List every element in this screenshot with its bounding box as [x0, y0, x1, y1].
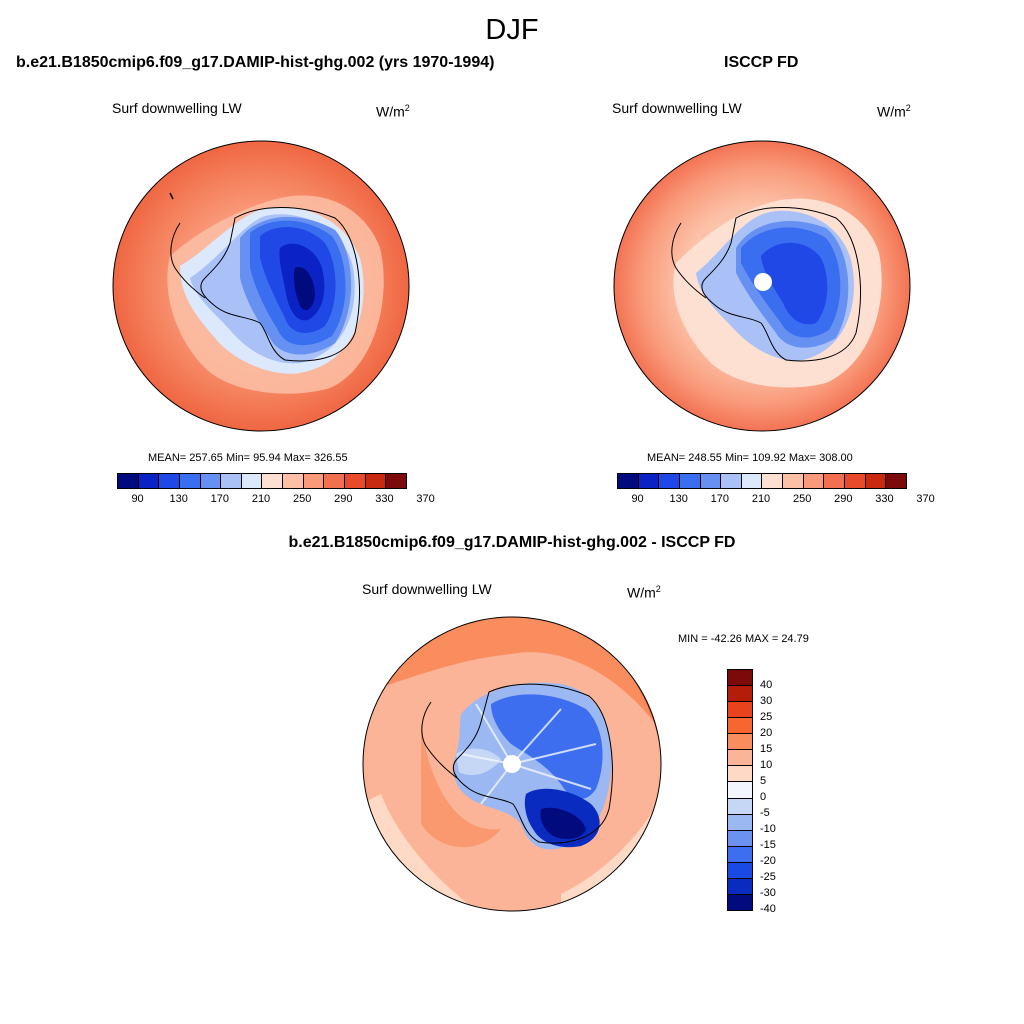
colorbar-tick-label: -40 [760, 903, 776, 915]
colorbar-swatch [118, 474, 139, 488]
panel1-units: W/m2 [376, 103, 410, 120]
colorbar-swatch [728, 798, 752, 815]
colorbar-tick-label: 370 [916, 493, 935, 505]
colorbar-swatch [221, 474, 242, 488]
colorbar-tick-label: -15 [760, 839, 776, 851]
colorbar-tick-label: 40 [760, 679, 773, 691]
colorbar-tick-label: 210 [751, 493, 771, 505]
panel1-title: b.e21.B1850cmip6.f09_g17.DAMIP-hist-ghg.… [16, 54, 495, 71]
colorbar-tick-label: 0 [760, 791, 767, 803]
colorbar-tick-label: 290 [834, 493, 853, 505]
colorbar-tick-label: 15 [760, 742, 773, 755]
colorbar-tick-label: 90 [631, 493, 644, 505]
colorbar-swatch [728, 750, 752, 767]
panel1-stats: MEAN= 257.65 Min= 95.94 Max= 326.55 [148, 452, 348, 464]
panel3-colorbar-ticks: 40 30 25 20 15 10 5 0 -5 -10 -15 -20 -25 -30 -40 [760, 669, 800, 915]
panel2-variable-label: Surf downwelling LW [612, 100, 742, 116]
colorbar-swatch [865, 474, 887, 488]
colorbar-swatch [783, 474, 804, 488]
colorbar-tick-label: 170 [710, 493, 730, 505]
panel3-stats: MIN = -42.26 MAX = 24.79 [678, 633, 809, 645]
colorbar-swatch [386, 474, 406, 488]
colorbar-swatch [728, 766, 752, 783]
colorbar-swatch [728, 734, 752, 751]
colorbar-swatch [728, 782, 752, 799]
colorbar-tick-label: 130 [169, 493, 188, 505]
panel1-polar-map [112, 140, 410, 432]
panel2-colorbar [617, 473, 907, 489]
colorbar-tick-label: 170 [210, 493, 230, 505]
colorbar-tick-label: 20 [760, 727, 773, 739]
panel1-colorbar [117, 473, 407, 489]
colorbar-tick-label: -5 [760, 807, 770, 819]
colorbar-swatch [728, 718, 752, 735]
colorbar-swatch [824, 474, 846, 488]
colorbar-swatch [721, 474, 742, 488]
colorbar-swatch [283, 474, 304, 488]
colorbar-swatch [638, 474, 660, 488]
colorbar-tick-label: -25 [760, 871, 776, 883]
panel3-variable-label: Surf downwelling LW [362, 581, 492, 597]
colorbar-tick-label: -20 [760, 855, 776, 867]
colorbar-swatch [728, 814, 752, 831]
colorbar-tick-label: 90 [131, 493, 144, 505]
panel3-title: b.e21.B1850cmip6.f09_g17.DAMIP-hist-ghg.… [288, 534, 736, 551]
colorbar-swatch [728, 878, 752, 895]
colorbar-tick-label: 5 [760, 775, 767, 787]
colorbar-swatch [886, 474, 906, 488]
panel2-colorbar-ticks: 90 130 170 210 250 290 330 370 [617, 493, 934, 507]
colorbar-tick-label: 330 [875, 493, 894, 505]
panel1-variable-label: Surf downwelling LW [112, 100, 242, 116]
colorbar-tick-label: 30 [760, 695, 773, 707]
colorbar-swatch [303, 474, 325, 488]
colorbar-swatch [138, 474, 160, 488]
colorbar-swatch [728, 894, 752, 910]
figure-season-title: DJF [485, 14, 539, 46]
panel2-title: ISCCP FD [724, 54, 799, 71]
colorbar-swatch [179, 474, 201, 488]
panel3-colorbar [727, 669, 753, 911]
colorbar-swatch [728, 846, 752, 863]
panel3-polar-map [362, 616, 662, 912]
colorbar-tick-label: 130 [669, 493, 688, 505]
colorbar-swatch [845, 474, 866, 488]
panel2-stats: MEAN= 248.55 Min= 109.92 Max= 308.00 [647, 452, 853, 464]
colorbar-tick-label: 290 [334, 493, 353, 505]
colorbar-swatch [679, 474, 701, 488]
colorbar-swatch [728, 830, 752, 847]
colorbar-swatch [159, 474, 180, 488]
colorbar-swatch [728, 670, 752, 687]
colorbar-swatch [345, 474, 366, 488]
colorbar-tick-label: 25 [760, 711, 773, 723]
colorbar-swatch [700, 474, 722, 488]
panel2-units: W/m2 [877, 103, 911, 120]
colorbar-tick-label: -30 [760, 887, 776, 899]
colorbar-tick-label: 10 [760, 759, 773, 771]
colorbar-tick-label: 330 [375, 493, 394, 505]
panel3-units: W/m2 [627, 584, 661, 601]
colorbar-swatch [728, 862, 752, 879]
colorbar-tick-label: 210 [251, 493, 271, 505]
colorbar-tick-label: -10 [760, 822, 776, 835]
colorbar-tick-label: 250 [292, 493, 312, 505]
colorbar-swatch [241, 474, 263, 488]
panel2-polar-map [613, 140, 911, 432]
colorbar-swatch [728, 702, 752, 719]
colorbar-swatch [803, 474, 825, 488]
colorbar-swatch [262, 474, 284, 488]
colorbar-swatch [324, 474, 346, 488]
colorbar-swatch [365, 474, 387, 488]
panel1-colorbar-ticks: 90 130 170 210 250 290 330 370 [117, 493, 434, 507]
colorbar-swatch [659, 474, 680, 488]
colorbar-swatch [741, 474, 763, 488]
colorbar-swatch [200, 474, 222, 488]
colorbar-swatch [728, 686, 752, 703]
colorbar-swatch [618, 474, 639, 488]
colorbar-swatch [762, 474, 784, 488]
colorbar-tick-label: 250 [792, 493, 812, 505]
colorbar-tick-label: 370 [416, 493, 435, 505]
